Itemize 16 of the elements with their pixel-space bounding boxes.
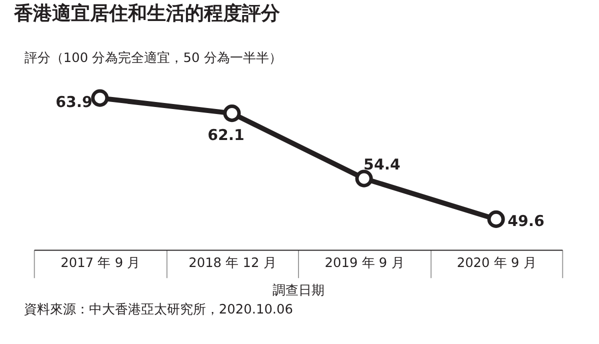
point [91, 89, 109, 107]
point [355, 170, 373, 188]
x-tick-label: 2018 年 12 月 [188, 256, 276, 272]
data-label: 49.6 [508, 212, 544, 230]
chart-title: 香港適宜居住和生活的程度評分 [12, 2, 281, 24]
x-tick-label: 2020 年 9 月 [456, 256, 536, 272]
data-label: 54.4 [364, 156, 400, 174]
source-note: 資料來源：中大香港亞太研究所，2020.10.06 [24, 302, 293, 318]
y-axis-title: 評分（100 分為完全適宜，50 分為一半半） [24, 50, 282, 66]
x-tick-label: 2019 年 9 月 [324, 256, 404, 272]
data-label: 63.9 [56, 93, 92, 112]
data-label: 62.1 [208, 126, 244, 144]
point [487, 210, 505, 228]
x-tick-label: 2017 年 9 月 [60, 256, 140, 272]
x-axis-title: 調查日期 [272, 284, 325, 299]
point [223, 104, 241, 122]
